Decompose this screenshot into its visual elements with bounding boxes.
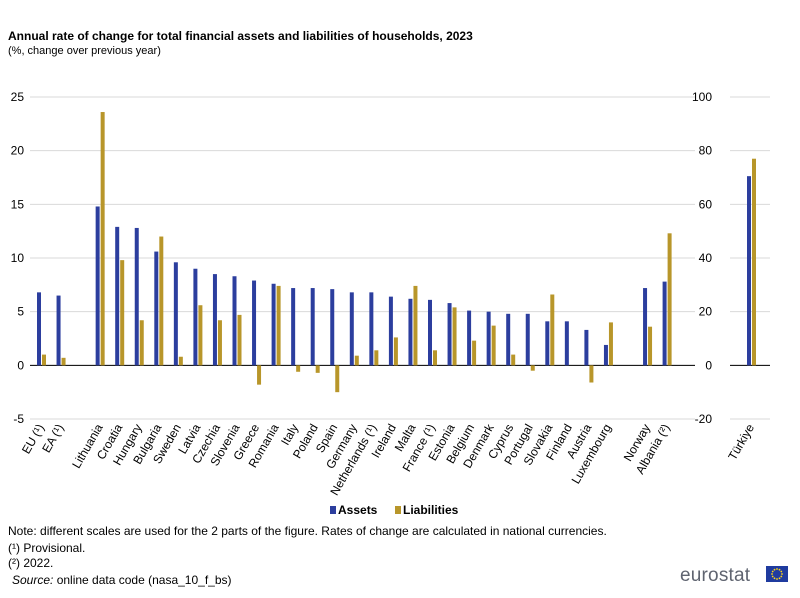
bar-assets bbox=[447, 303, 452, 366]
bar-liabilities bbox=[276, 285, 281, 366]
bar-assets bbox=[349, 292, 354, 366]
source-label: Source: bbox=[12, 573, 54, 587]
bar-assets bbox=[369, 292, 374, 366]
bar-assets bbox=[134, 227, 139, 366]
y-tick-label-right: -20 bbox=[695, 412, 713, 426]
legend-swatch-assets bbox=[330, 506, 336, 514]
bar-liabilities bbox=[374, 350, 379, 366]
y-tick-label-left: 25 bbox=[11, 90, 25, 104]
y-tick-label-right: 100 bbox=[692, 90, 712, 104]
y-tick-label-right: 60 bbox=[699, 197, 713, 211]
bar-liabilities bbox=[550, 294, 555, 366]
bar-liabilities bbox=[452, 307, 457, 366]
y-tick-label-left: -5 bbox=[13, 412, 24, 426]
bar-assets bbox=[545, 321, 550, 366]
chart-title: Annual rate of change for total financia… bbox=[8, 29, 473, 43]
bar-liabilities bbox=[589, 365, 594, 383]
bar-assets bbox=[173, 262, 178, 366]
bar-liabilities bbox=[472, 340, 477, 366]
bar-liabilities bbox=[335, 365, 340, 393]
bar-liabilities bbox=[159, 236, 164, 366]
bar-liabilities bbox=[61, 357, 66, 366]
bar-assets bbox=[115, 226, 120, 366]
bar-assets bbox=[408, 298, 413, 366]
bar-assets bbox=[310, 288, 315, 366]
bar-liabilities bbox=[237, 314, 242, 366]
chart-subtitle: (%, change over previous year) bbox=[8, 45, 161, 57]
bar-assets bbox=[643, 288, 648, 366]
y-tick-label-left: 15 bbox=[11, 197, 25, 211]
y-tick-label-right: 80 bbox=[699, 144, 713, 158]
bar-liabilities bbox=[217, 320, 222, 366]
bar-liabilities bbox=[139, 320, 144, 366]
bar-liabilities bbox=[178, 356, 183, 366]
y-tick-label-right: 20 bbox=[699, 305, 713, 319]
bar-assets bbox=[467, 310, 472, 366]
bar-liabilities bbox=[511, 354, 516, 366]
bar-liabilities bbox=[315, 365, 320, 373]
bar-liabilities bbox=[648, 326, 653, 366]
bar-assets bbox=[271, 283, 276, 366]
legend-label-liabilities: Liabilities bbox=[403, 503, 459, 517]
eurostat-logo: eurostat bbox=[680, 565, 751, 586]
bar-liabilities bbox=[100, 112, 105, 366]
bar-assets bbox=[584, 329, 589, 366]
source-line: Source: online data code (nasa_10_f_bs) bbox=[12, 573, 232, 587]
bar-liabilities bbox=[413, 285, 418, 366]
bar-liabilities bbox=[42, 354, 46, 366]
bar-liabilities bbox=[491, 325, 496, 366]
bar-assets bbox=[428, 299, 432, 366]
bar-liabilities bbox=[608, 322, 613, 366]
bar-assets bbox=[232, 276, 237, 366]
bar-assets bbox=[37, 292, 41, 366]
bar-liabilities bbox=[667, 233, 672, 366]
bar-liabilities bbox=[120, 260, 125, 366]
bar-liabilities bbox=[752, 158, 756, 366]
y-tick-label-left: 10 bbox=[11, 251, 25, 265]
bar-assets bbox=[603, 344, 608, 366]
note-scales: Note: different scales are used for the … bbox=[8, 524, 607, 538]
x-tick-label: Türkiye bbox=[725, 421, 757, 462]
bar-liabilities bbox=[257, 365, 262, 385]
bar-liabilities bbox=[198, 305, 203, 366]
bar-liabilities bbox=[530, 365, 535, 371]
y-tick-label-right: 0 bbox=[705, 358, 712, 372]
bar-assets bbox=[212, 274, 217, 366]
bar-assets bbox=[506, 313, 511, 366]
legend-label-assets: Assets bbox=[338, 503, 378, 517]
bar-assets bbox=[747, 176, 751, 366]
bar-assets bbox=[193, 268, 198, 366]
bar-assets bbox=[291, 288, 296, 366]
bar-assets bbox=[486, 311, 491, 366]
bar-assets bbox=[252, 280, 257, 366]
bar-liabilities bbox=[393, 337, 398, 366]
bar-liabilities bbox=[296, 365, 301, 372]
note-provisional: (¹) Provisional. bbox=[8, 541, 86, 555]
bar-assets bbox=[56, 295, 61, 366]
bar-assets bbox=[525, 313, 530, 366]
bar-liabilities bbox=[433, 350, 437, 366]
y-tick-label-right: 40 bbox=[699, 251, 713, 265]
bar-assets bbox=[154, 251, 159, 366]
bar-assets bbox=[95, 206, 100, 366]
y-tick-label-left: 0 bbox=[17, 358, 24, 372]
bar-liabilities bbox=[354, 355, 359, 366]
bar-assets bbox=[330, 289, 335, 366]
legend-swatch-liabilities bbox=[395, 506, 401, 514]
bar-assets bbox=[564, 321, 569, 366]
eu-flag-icon bbox=[766, 566, 788, 582]
note-2022: (²) 2022. bbox=[8, 556, 54, 570]
bar-assets bbox=[662, 281, 667, 366]
bar-assets bbox=[388, 296, 393, 366]
source-text: online data code (nasa_10_f_bs) bbox=[53, 573, 232, 587]
y-tick-label-left: 5 bbox=[17, 305, 24, 319]
y-tick-label-left: 20 bbox=[11, 144, 25, 158]
